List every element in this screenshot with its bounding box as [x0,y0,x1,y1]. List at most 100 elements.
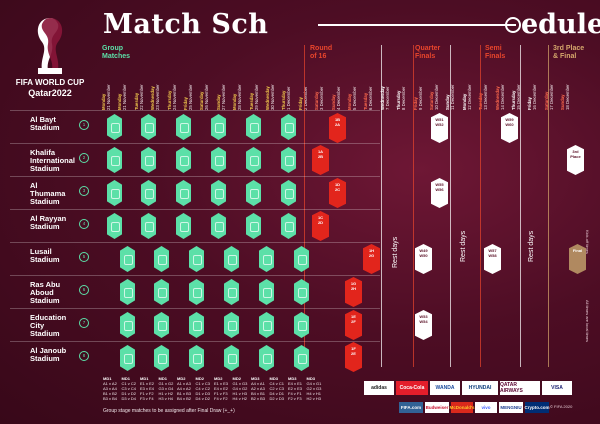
group-match-hex [246,213,261,239]
legend-column: MD3 A4 v A1 A2 v A3 B4 v B1 B2 v B3 [251,376,265,401]
date-column: Sunday 27 November [216,58,230,110]
knockout-match: Final [569,244,586,274]
stadium-badge-icon: 1 [79,120,89,130]
date-label: 11 December [450,84,456,110]
legend-code: MD3 [306,376,315,381]
group-match-hex [141,114,156,140]
row-separator [10,143,380,144]
date-label: 22 November [138,84,144,110]
group-match-hex [211,213,226,239]
group-match-hex [211,147,226,173]
group-match-hex [189,312,204,338]
sponsors-row-2: FIFA.com Budweiser McDonald's vivo MENGN… [399,402,550,416]
copyright: © FIFA 2020 [550,404,573,409]
stage-divider [304,45,305,367]
legend-code: MD1 [158,376,167,381]
sponsor-budweiser: Budweiser [425,402,449,413]
stadium-name: Education City Stadium [30,313,67,338]
knockout-match: W59 W60 [501,113,518,143]
legend-line: E1 v E3 [214,381,229,386]
date-column: Thursday 1 December [281,58,295,110]
date-column: Saturday 26 November [199,58,213,110]
legend-column: MD3 C4 v C1 C2 v C3 D4 v D1 D2 v D3 [270,376,284,401]
side-note-kickoff: Kick-off times [585,230,590,254]
knockout-match: 1G 2H [345,277,362,307]
legend-line: E3 v E4 [140,386,155,391]
group-match-hex [176,147,191,173]
group-match-hex [107,147,122,173]
group-match-hex [281,213,296,239]
stadium-badge-icon: 2 [79,153,89,163]
sponsor-cocacola: Coca-Cola [396,381,428,395]
stadium-name: Khalifa International Stadium [30,148,76,173]
legend-line: D1 v D2 [121,391,136,396]
knockout-match: W51 W52 [431,113,448,143]
legend-line: B4 v B1 [251,391,266,396]
date-label: 12 December [466,84,472,110]
group-match-hex [246,180,261,206]
legend-line: C3 v C4 [121,386,136,391]
stage-divider [381,45,382,367]
title-divider-line [318,24,516,26]
date-label: 4 December [335,86,341,110]
legend-code: MD1 [103,376,112,381]
row-separator [10,176,380,177]
date-label: 29 November [253,84,259,110]
stage-divider [450,45,451,367]
group-match-hex [176,180,191,206]
legend-code: MD2 [195,376,204,381]
group-match-hex [246,147,261,173]
group-match-hex [189,246,204,272]
group-match-hex [154,345,169,371]
legend-line: D1 v D3 [195,391,210,396]
date-column: Saturday 10 December [429,58,443,110]
legend-column: MD2 A1 v A3 A4 v A2 B1 v B3 B4 v B2 [177,376,191,401]
date-label: 27 November [220,84,226,110]
stadium-name: Al Janoub Stadium [30,346,67,363]
legend-line: B4 v B2 [177,396,192,401]
group-match-hex [281,147,296,173]
group-match-hex [211,180,226,206]
date-label: 9 December [417,86,423,110]
group-match-hex [176,213,191,239]
date-label: 7 December [384,86,390,110]
legend-code: MD2 [177,376,186,381]
date-label: 30 November [270,84,275,110]
sponsor-hyundai: HYUNDAI [462,381,498,395]
group-match-hex [176,114,191,140]
legend-line: A3 v A4 [103,386,117,391]
group-match-hex [154,246,169,272]
date-day: Thursday [166,90,172,110]
date-label: 3 December [319,86,325,110]
sponsor-qatar-airways: QATAR AIRWAYS [500,381,540,395]
group-match-hex [259,345,274,371]
date-label: 14 December [499,84,505,110]
stage-group: Group Matches [102,45,131,60]
knockout-match: 1E 2F [345,310,362,340]
sponsors-row-1: adidas Coca-Cola WANDA HYUNDAI QATAR AIR… [364,381,572,395]
row-separator [10,308,380,309]
date-column: Monday 21 November [101,58,115,110]
date-label: 17 December [548,84,554,110]
legend-line: A4 v A1 [251,381,265,386]
group-match-hex [107,180,122,206]
legend-line: H4 v H2 [232,396,247,401]
legend-line: A1 v A3 [177,381,191,386]
date-column: Monday 12 December [462,58,476,110]
date-column: Wednesday 14 December [495,58,509,110]
legend-column: MD1 A1 v A2 A3 v A4 B1 v B2 B3 v B4 [103,376,117,401]
legend-code: MD2 [214,376,223,381]
legend-line: F1 v F3 [214,391,228,396]
group-match-hex [189,345,204,371]
legend-line: A1 v A2 [103,381,117,386]
date-label: 28 November [237,84,243,110]
knockout-match: 1D 2C [329,178,346,208]
date-label: 10 December [434,84,439,110]
knockout-match: 1B 2A [329,113,346,143]
group-match-hex [189,279,204,305]
date-label: 6 December [368,86,374,110]
knockout-match: 3rd Place [567,145,584,175]
page-title-left: Match Sch [103,9,269,40]
legend-line: B2 v B3 [251,396,266,401]
